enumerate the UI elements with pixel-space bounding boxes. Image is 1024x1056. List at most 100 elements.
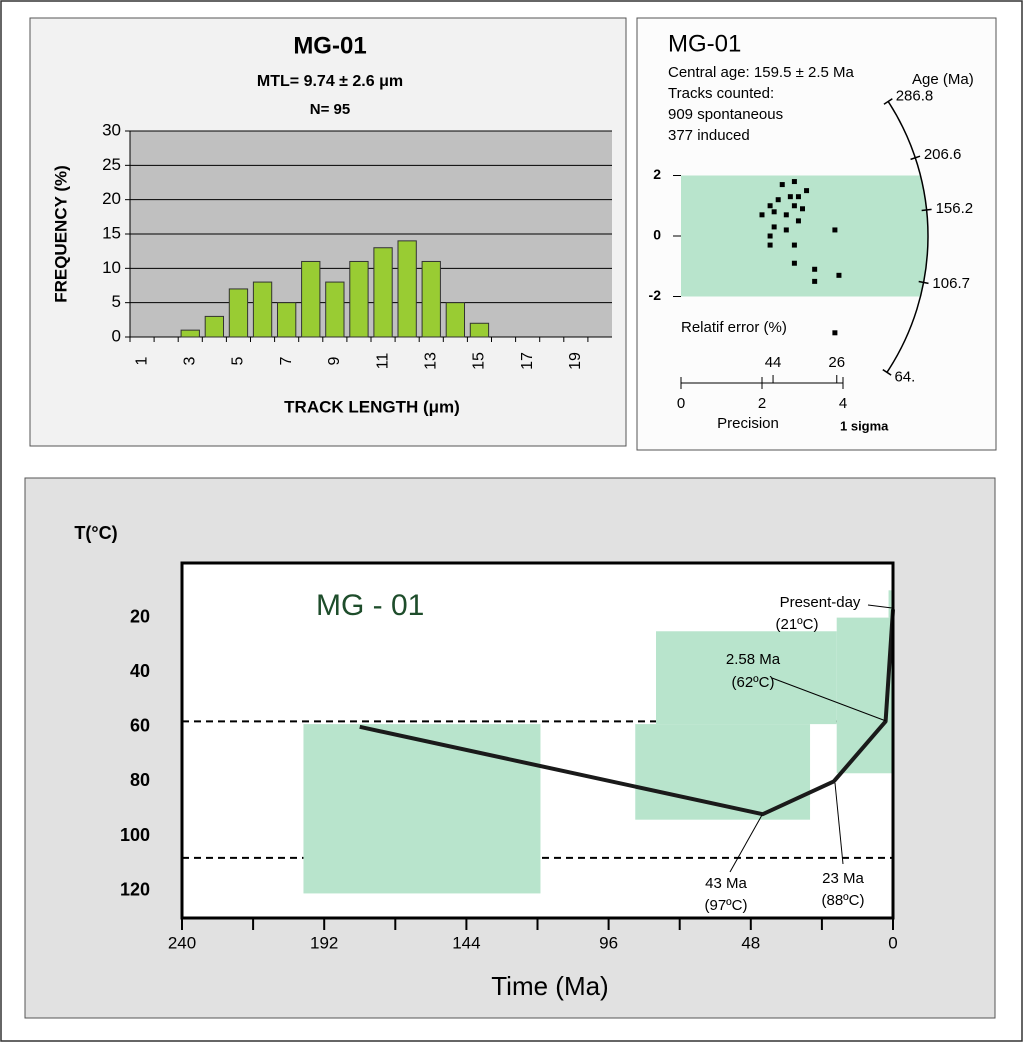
age-tick (918, 280, 929, 285)
y-tick-label: 30 (102, 120, 121, 139)
age-arc (886, 101, 929, 373)
x-tick-label: 3 (181, 356, 198, 365)
annotation-leader (867, 604, 893, 609)
age-tick-label: 206.6 (924, 146, 962, 163)
age-tick-label: 286.8 (896, 88, 934, 105)
y-tick-label: 10 (102, 258, 121, 277)
bar (421, 260, 441, 338)
age-tick-label: 156.2 (936, 200, 974, 217)
data-point (771, 209, 777, 215)
x-axis-label: Precision (717, 415, 779, 432)
annotation-leader (729, 814, 763, 873)
chart-note: N= 95 (310, 101, 350, 118)
bar (349, 260, 369, 338)
y-tick-label: 120 (120, 879, 150, 899)
annotation-leader (771, 677, 887, 722)
annotation: 2.58 Ma (726, 651, 781, 668)
data-point (767, 233, 773, 239)
y-tick-label: 25 (102, 155, 121, 174)
annotation: (88ºC) (822, 892, 865, 909)
y-tick-label: -2 (649, 287, 662, 303)
constraint-box (888, 590, 893, 618)
data-point (791, 203, 797, 209)
age-tick-label: 64. (894, 368, 915, 385)
x-tick-label: 0 (888, 933, 897, 952)
data-point (759, 212, 765, 218)
x-tick-label: 0 (677, 395, 685, 412)
x-tick-label: 240 (168, 933, 196, 952)
y-tick-label: 0 (653, 227, 661, 243)
bar (373, 247, 393, 338)
x-tick-label: 1 (133, 356, 150, 365)
x-tick-label: 13 (422, 352, 439, 370)
bar (180, 329, 200, 338)
x-tick-label: 5 (230, 356, 247, 365)
age-tick-label: 106.7 (932, 275, 970, 292)
data-point (795, 218, 801, 224)
bar (469, 322, 490, 338)
sigma-band (681, 175, 928, 297)
x-tick-label: 11 (374, 353, 391, 370)
x-tick-label: 4 (839, 395, 847, 412)
info-line: 377 induced (668, 127, 750, 144)
data-point (800, 206, 805, 212)
x-tick-label: 144 (452, 933, 480, 952)
x-tick-label: 96 (599, 933, 618, 952)
x-tick-label: 17 (519, 352, 536, 370)
bar (301, 260, 321, 338)
constraint-box (303, 724, 541, 894)
y-tick-label: 60 (130, 716, 150, 736)
annotation-leader (834, 782, 844, 865)
x-axis-label: Time (Ma) (491, 971, 608, 1001)
chart-title: MG - 01 (316, 589, 424, 622)
age-tick (883, 98, 893, 105)
data-point (787, 194, 793, 200)
data-point (791, 260, 797, 266)
error-axis-label: Relatif error (%) (681, 319, 787, 336)
x-tick-label: 48 (741, 933, 760, 952)
data-point (832, 227, 838, 233)
x-tick-label: 19 (567, 352, 584, 370)
bar (228, 288, 249, 338)
y-tick-label: 15 (102, 223, 121, 242)
x-tick-label: 192 (310, 933, 338, 952)
age-tick (882, 368, 892, 376)
thermal-path (359, 609, 895, 817)
chart-title: MG-01 (668, 30, 741, 57)
data-point (771, 224, 777, 230)
chart-title: MG-01 (293, 32, 366, 59)
x-tick-label: 15 (471, 352, 488, 370)
age-axis-label: Age (Ma) (912, 71, 974, 88)
y-tick-label: 100 (120, 825, 150, 845)
info-line: Central age: 159.5 ± 2.5 Ma (668, 64, 855, 81)
data-point (791, 179, 797, 185)
constraint-box (656, 631, 837, 725)
annotation: (97ºC) (705, 897, 748, 914)
y-tick-label: 0 (112, 326, 121, 345)
sigma-label: 1 sigma (840, 418, 889, 433)
x-tick-label: 2 (758, 395, 766, 412)
data-point (795, 194, 801, 200)
bar (252, 281, 273, 338)
data-point (775, 197, 781, 203)
data-point (783, 212, 789, 218)
constraint-box (836, 617, 893, 774)
data-point (767, 242, 773, 248)
bar (204, 315, 225, 338)
bar (445, 302, 466, 338)
x-tick-label: 7 (278, 356, 295, 365)
chart-subtitle: MTL= 9.74 ± 2.6 μm (257, 73, 403, 90)
data-point (836, 272, 842, 278)
y-tick-label: 5 (112, 292, 121, 311)
data-point (832, 330, 838, 336)
data-point (783, 227, 789, 233)
annotation: (21ºC) (776, 616, 819, 633)
data-point (779, 182, 785, 188)
y-axis-label: FREQUENCY (%) (51, 165, 70, 303)
y-tick-label: 20 (102, 189, 121, 208)
y-tick-label: 20 (130, 606, 150, 626)
data-point (812, 278, 818, 284)
error-tick-label: 44 (765, 354, 782, 371)
info-line: 909 spontaneous (668, 106, 783, 123)
y-tick-label: 80 (130, 770, 150, 790)
